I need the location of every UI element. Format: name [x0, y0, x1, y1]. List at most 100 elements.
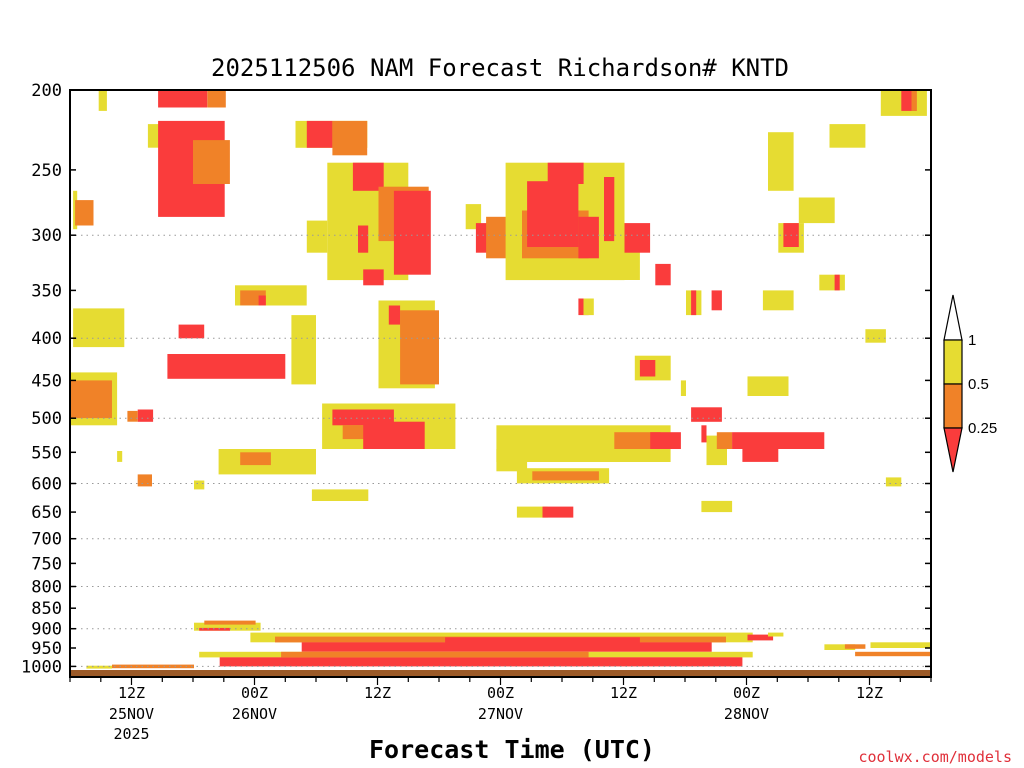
ri-region-high-84: [819, 274, 845, 291]
ri-region-high-66: [680, 380, 686, 396]
x-tick-day-66: 28NOV: [724, 705, 769, 723]
ri-region-high-81: [829, 124, 866, 148]
ri-region-low-75: [742, 449, 779, 462]
colorbar-legend: 1 0.5 0.25: [943, 294, 997, 473]
ri-region-high-76: [701, 500, 733, 513]
ri-region-high-86: [865, 329, 886, 343]
ri-region-high-77: [762, 290, 794, 311]
ri-region-high-2: [98, 90, 107, 111]
ri-region-low-38: [332, 409, 394, 426]
ri-region-low-107: [747, 634, 774, 641]
ri-region-high-3: [73, 308, 125, 348]
ri-region-low-19: [258, 295, 266, 306]
x-tick-label-66: 00Z: [733, 684, 760, 702]
pressure-axis: 200 250 300 350 400 450 500 550 600 650 700 750 8008…: [21, 81, 931, 677]
ri-region-low-11: [158, 90, 208, 108]
ri-region-mid-7: [127, 410, 138, 422]
ri-region-low-74: [732, 432, 825, 449]
ri-region-low-53: [655, 263, 671, 286]
x-tick-label-6: 12Z: [118, 684, 145, 702]
ri-region-high-79: [768, 132, 794, 191]
y-tick-label-550: 550: [31, 443, 62, 463]
ri-region-high-55: [583, 298, 594, 316]
ri-region-low-25: [306, 120, 333, 148]
y-tick-label-450: 450: [31, 371, 62, 391]
y-tick-label-400: 400: [31, 329, 62, 349]
ri-region-low-36: [388, 305, 401, 325]
x-tick-day-42: 27NOV: [478, 705, 523, 723]
x-tick-label-30: 12Z: [364, 684, 391, 702]
ri-region-low-49: [578, 216, 599, 259]
ri-region-mid-104: [281, 651, 589, 658]
legend-label-1: 1: [968, 332, 976, 349]
x-axis-label: Forecast Time (UTC): [369, 735, 655, 764]
y-tick-label-700: 700: [31, 530, 62, 550]
ri-region-high-106: [86, 665, 112, 669]
ri-region-low-47: [527, 181, 579, 247]
ri-region-mid-21: [240, 452, 271, 466]
ri-region-mid-94: [855, 651, 931, 657]
x-tick-label-18: 00Z: [241, 684, 268, 702]
richardson-regions: [71, 90, 931, 669]
ri-region-mid-14: [193, 140, 230, 184]
legend-label-0-5: 0.5: [968, 376, 989, 393]
credit-text: coolwx.com/models: [858, 748, 1012, 766]
ri-region-low-100: [301, 642, 712, 652]
ri-region-low-50: [604, 177, 615, 242]
x-tick-year-6: 2025: [113, 725, 149, 743]
ri-region-high-8: [117, 451, 123, 462]
ri-region-mid-26: [332, 120, 368, 156]
ri-region-mid-96: [204, 620, 256, 625]
ri-region-low-52: [624, 223, 651, 253]
x-tick-label-42: 00Z: [487, 684, 514, 702]
ri-region-high-59: [496, 449, 528, 472]
y-tick-label-500: 500: [31, 409, 62, 429]
ri-region-mid-9: [137, 474, 152, 487]
ri-region-low-29: [352, 162, 384, 191]
ri-region-high-108: [768, 632, 784, 637]
y-tick-label-750: 750: [31, 554, 62, 574]
y-tick-label-850: 850: [31, 599, 62, 619]
ri-region-low-16: [167, 354, 286, 379]
ri-region-mid-92: [844, 644, 866, 649]
ri-region-low-101: [445, 637, 640, 645]
ri-region-low-32: [358, 225, 369, 253]
ri-region-high-90: [885, 477, 902, 487]
y-tick-label-300: 300: [31, 226, 62, 246]
ri-region-high-42: [465, 204, 482, 230]
y-tick-label-1000: 1000: [21, 657, 62, 677]
ri-region-mid-73: [716, 432, 733, 449]
ri-region-high-27: [306, 220, 328, 253]
ri-region-low-40: [363, 421, 425, 449]
x-tick-day-18: 26NOV: [232, 705, 277, 723]
ri-region-low-31: [393, 190, 431, 275]
ri-region-mid-57: [614, 432, 661, 449]
ri-region-low-15: [178, 324, 205, 339]
ri-region-low-65: [639, 360, 656, 377]
ri-region-high-78: [747, 376, 789, 396]
time-axis: 12Z 25NOV 2025 00Z 26NOV 12Z 00Z 27NOV 12Z 00Z 28N…: [69, 677, 932, 743]
ri-region-high-95: [194, 622, 261, 631]
ri-region-mid-1: [75, 200, 94, 226]
y-tick-label-900: 900: [31, 620, 62, 640]
ri-region-low-103: [219, 657, 743, 667]
ri-region-mid-12: [207, 90, 226, 108]
x-tick-day-6: 25NOV: [109, 705, 154, 723]
ri-region-mid-39: [342, 425, 369, 440]
legend-label-0-25: 0.25: [968, 420, 997, 437]
ri-region-low-48: [547, 162, 584, 184]
ri-region-low-63: [542, 506, 574, 518]
pressure-gridlines: [70, 234, 931, 667]
y-tick-label-950: 950: [31, 639, 62, 659]
ri-region-low-85: [834, 274, 840, 291]
legend-top-arrow: [943, 294, 963, 341]
ri-region-high-91: [824, 644, 856, 650]
ri-region-low-70: [691, 407, 722, 422]
ri-region-high-62: [516, 506, 548, 518]
chart-title: 2025112506 NAM Forecast Richardson# KNTD: [211, 54, 789, 82]
ri-region-mid-89: [911, 90, 917, 111]
y-tick-label-650: 650: [31, 503, 62, 523]
ri-region-mid-35: [400, 310, 439, 385]
x-tick-label-54: 12Z: [610, 684, 637, 702]
